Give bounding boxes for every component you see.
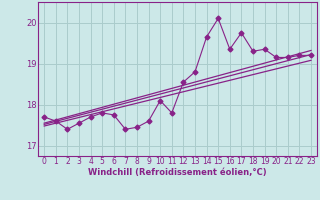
X-axis label: Windchill (Refroidissement éolien,°C): Windchill (Refroidissement éolien,°C) [88,168,267,177]
